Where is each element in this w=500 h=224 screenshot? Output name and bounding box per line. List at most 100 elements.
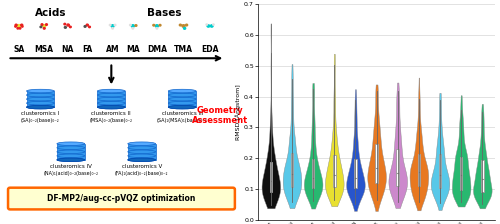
Circle shape <box>132 28 134 29</box>
Circle shape <box>43 25 46 27</box>
Circle shape <box>40 26 42 28</box>
Circle shape <box>206 24 208 25</box>
Text: clusteromics III: clusteromics III <box>162 111 203 116</box>
FancyBboxPatch shape <box>8 188 235 209</box>
Ellipse shape <box>98 105 126 109</box>
Circle shape <box>15 24 17 26</box>
Circle shape <box>153 24 154 26</box>
Text: TMA: TMA <box>174 45 193 54</box>
Ellipse shape <box>26 105 54 109</box>
Bar <box>26 91 54 107</box>
Circle shape <box>112 28 114 29</box>
Ellipse shape <box>57 146 84 150</box>
Ellipse shape <box>26 89 54 93</box>
Circle shape <box>17 28 18 29</box>
Text: clusteromics V: clusteromics V <box>122 164 162 169</box>
Circle shape <box>156 25 158 27</box>
Ellipse shape <box>168 101 196 105</box>
Circle shape <box>64 23 66 25</box>
Text: AM: AM <box>106 45 120 54</box>
Bar <box>57 144 84 160</box>
Circle shape <box>70 26 71 28</box>
Ellipse shape <box>57 142 84 146</box>
Ellipse shape <box>98 105 126 109</box>
Text: (NA)₁(acid)₀₋₂(base)₀₋₂: (NA)₁(acid)₀₋₂(base)₀₋₂ <box>44 171 98 176</box>
Ellipse shape <box>128 158 156 162</box>
Ellipse shape <box>168 105 196 109</box>
Text: (MSA)₀₋₂(base)₀₋₂: (MSA)₀₋₂(base)₀₋₂ <box>90 118 133 123</box>
Text: FA: FA <box>82 45 92 54</box>
Text: Bases: Bases <box>147 8 182 18</box>
Circle shape <box>67 24 70 26</box>
Ellipse shape <box>98 89 126 93</box>
Ellipse shape <box>98 93 126 97</box>
Text: NA: NA <box>61 45 73 54</box>
Circle shape <box>19 28 21 29</box>
Ellipse shape <box>98 101 126 105</box>
Circle shape <box>84 26 86 27</box>
PathPatch shape <box>460 157 462 190</box>
Ellipse shape <box>128 150 156 154</box>
Ellipse shape <box>26 105 54 109</box>
Bar <box>168 91 196 107</box>
Circle shape <box>20 24 22 26</box>
Circle shape <box>15 26 16 27</box>
PathPatch shape <box>354 159 356 188</box>
Circle shape <box>159 24 161 26</box>
Ellipse shape <box>26 97 54 101</box>
Text: DF-MP2/aug-cc-pVQZ optimization: DF-MP2/aug-cc-pVQZ optimization <box>48 194 196 203</box>
Text: DMA: DMA <box>147 45 167 54</box>
PathPatch shape <box>439 154 442 188</box>
Circle shape <box>212 24 214 25</box>
Ellipse shape <box>57 150 84 154</box>
Ellipse shape <box>57 154 84 158</box>
Circle shape <box>64 27 66 28</box>
Circle shape <box>132 25 134 27</box>
PathPatch shape <box>418 154 420 186</box>
Text: (SA)₀₋₂(base)₀₋₂: (SA)₀₋₂(base)₀₋₂ <box>21 118 60 123</box>
Circle shape <box>44 28 45 29</box>
Circle shape <box>210 25 213 27</box>
Circle shape <box>46 24 48 25</box>
Ellipse shape <box>168 105 196 109</box>
Circle shape <box>18 25 20 27</box>
Circle shape <box>182 25 185 27</box>
Bar <box>98 91 126 107</box>
Text: Geometry
Assessment: Geometry Assessment <box>192 106 248 125</box>
Text: clusteromics II: clusteromics II <box>92 111 131 116</box>
Text: (FA)₁(acid)₀₋₂(base)₀₋₂: (FA)₁(acid)₀₋₂(base)₀₋₂ <box>115 171 168 176</box>
Ellipse shape <box>128 154 156 158</box>
PathPatch shape <box>481 160 484 192</box>
Circle shape <box>111 25 114 27</box>
Text: MSA: MSA <box>34 45 54 54</box>
Ellipse shape <box>26 101 54 105</box>
Ellipse shape <box>168 93 196 97</box>
Circle shape <box>130 24 131 26</box>
Circle shape <box>110 24 111 26</box>
PathPatch shape <box>376 144 378 183</box>
Circle shape <box>114 24 116 26</box>
Y-axis label: RMSD [Ångstrom]: RMSD [Ångstrom] <box>236 84 242 140</box>
Ellipse shape <box>168 89 196 93</box>
Text: Acids: Acids <box>35 8 66 18</box>
Ellipse shape <box>128 146 156 150</box>
Ellipse shape <box>26 93 54 97</box>
Ellipse shape <box>168 97 196 101</box>
Circle shape <box>41 24 43 25</box>
Text: SA: SA <box>14 45 24 54</box>
Ellipse shape <box>57 158 84 162</box>
Bar <box>128 144 156 160</box>
Ellipse shape <box>128 158 156 162</box>
PathPatch shape <box>312 159 314 188</box>
Circle shape <box>184 28 186 29</box>
Ellipse shape <box>98 97 126 101</box>
Text: clusteromics I: clusteromics I <box>22 111 60 116</box>
PathPatch shape <box>333 155 336 187</box>
PathPatch shape <box>290 153 294 187</box>
Text: (SA)₁(MSA)₁(base)₀₋₂: (SA)₁(MSA)₁(base)₀₋₂ <box>157 118 208 123</box>
Circle shape <box>186 24 188 26</box>
Circle shape <box>22 26 23 27</box>
Circle shape <box>86 24 88 26</box>
Circle shape <box>88 26 90 28</box>
Ellipse shape <box>57 158 84 162</box>
